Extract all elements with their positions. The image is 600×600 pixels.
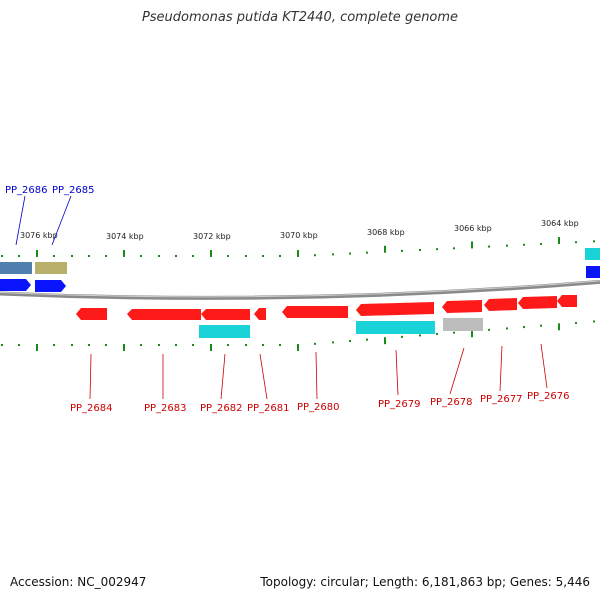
leader-line-pp2685 (51, 195, 72, 246)
leader-line-pp2677 (499, 345, 503, 392)
cds-block-plus-right (586, 266, 600, 278)
cds-arrow-pp2684 (76, 308, 107, 320)
leader-line-pp2676 (540, 343, 548, 389)
feature-cyan-right (585, 248, 600, 260)
genome-backbone-highlight (0, 280, 600, 298)
feature-gray-pp2678 (443, 318, 483, 331)
tick-row-top (1, 237, 595, 257)
tick-label-3074: 3074 kbp (106, 232, 144, 241)
feature-cyan-pp2682 (199, 325, 250, 338)
gene-label-pp2682: PP_2682 (200, 403, 243, 414)
leader-line-pp2686 (15, 195, 26, 246)
gene-label-pp2680: PP_2680 (297, 402, 340, 413)
gene-label-pp2679: PP_2679 (378, 399, 421, 410)
feature-olive (35, 262, 67, 274)
cds-arrow-pp2678 (442, 300, 482, 313)
cds-arrow-pp2679 (356, 302, 434, 316)
tick-label-3064: 3064 kbp (541, 219, 579, 228)
leader-line-pp2681 (259, 353, 268, 400)
tick-label-3076: 3076 kbp (20, 231, 58, 240)
gene-label-pp2681: PP_2681 (247, 403, 290, 414)
gene-label-pp2683: PP_2683 (144, 403, 187, 414)
cds-arrow-pp2681 (254, 308, 266, 320)
cds-arrow-pp2680 (282, 306, 348, 318)
gene-label-pp2676: PP_2676 (527, 391, 570, 402)
tick-label-3066: 3066 kbp (454, 224, 492, 233)
cds-arrow-pp2682 (201, 309, 250, 320)
tick-label-3072: 3072 kbp (193, 232, 231, 241)
feature-steel (0, 262, 32, 274)
leader-line-pp2684 (89, 353, 92, 400)
cds-arrow-pp2683 (127, 309, 201, 320)
gene-label-pp2678: PP_2678 (430, 397, 473, 408)
cds-arrow-pp2686 (0, 279, 31, 291)
tick-row-bottom (1, 320, 595, 351)
tick-label-3070: 3070 kbp (280, 231, 318, 240)
cds-arrow-pp2675 (557, 295, 577, 307)
leader-line-pp2679 (395, 349, 399, 396)
gene-label-pp2686: PP_2686 (5, 185, 48, 196)
tick-label-3068: 3068 kbp (367, 228, 405, 237)
leader-line-pp2678 (449, 347, 465, 395)
cds-arrow-pp2677 (484, 298, 517, 311)
accession-text: Accession: NC_002947 (10, 575, 147, 589)
genome-title: Pseudomonas putida KT2440, complete geno… (141, 10, 459, 25)
leader-line-pp2682 (220, 353, 226, 400)
cds-arrow-pp2685 (35, 280, 66, 292)
gene-label-pp2685: PP_2685 (52, 185, 95, 196)
genome-backbone (0, 279, 600, 300)
cds-arrow-pp2676 (518, 296, 557, 309)
genome-info-text: Topology: circular; Length: 6,181,863 bp… (260, 575, 590, 589)
feature-cyan-pp2679 (356, 321, 435, 334)
gene-label-pp2677: PP_2677 (480, 394, 523, 405)
leader-line-pp2680 (315, 351, 318, 400)
gene-label-pp2684: PP_2684 (70, 403, 113, 414)
